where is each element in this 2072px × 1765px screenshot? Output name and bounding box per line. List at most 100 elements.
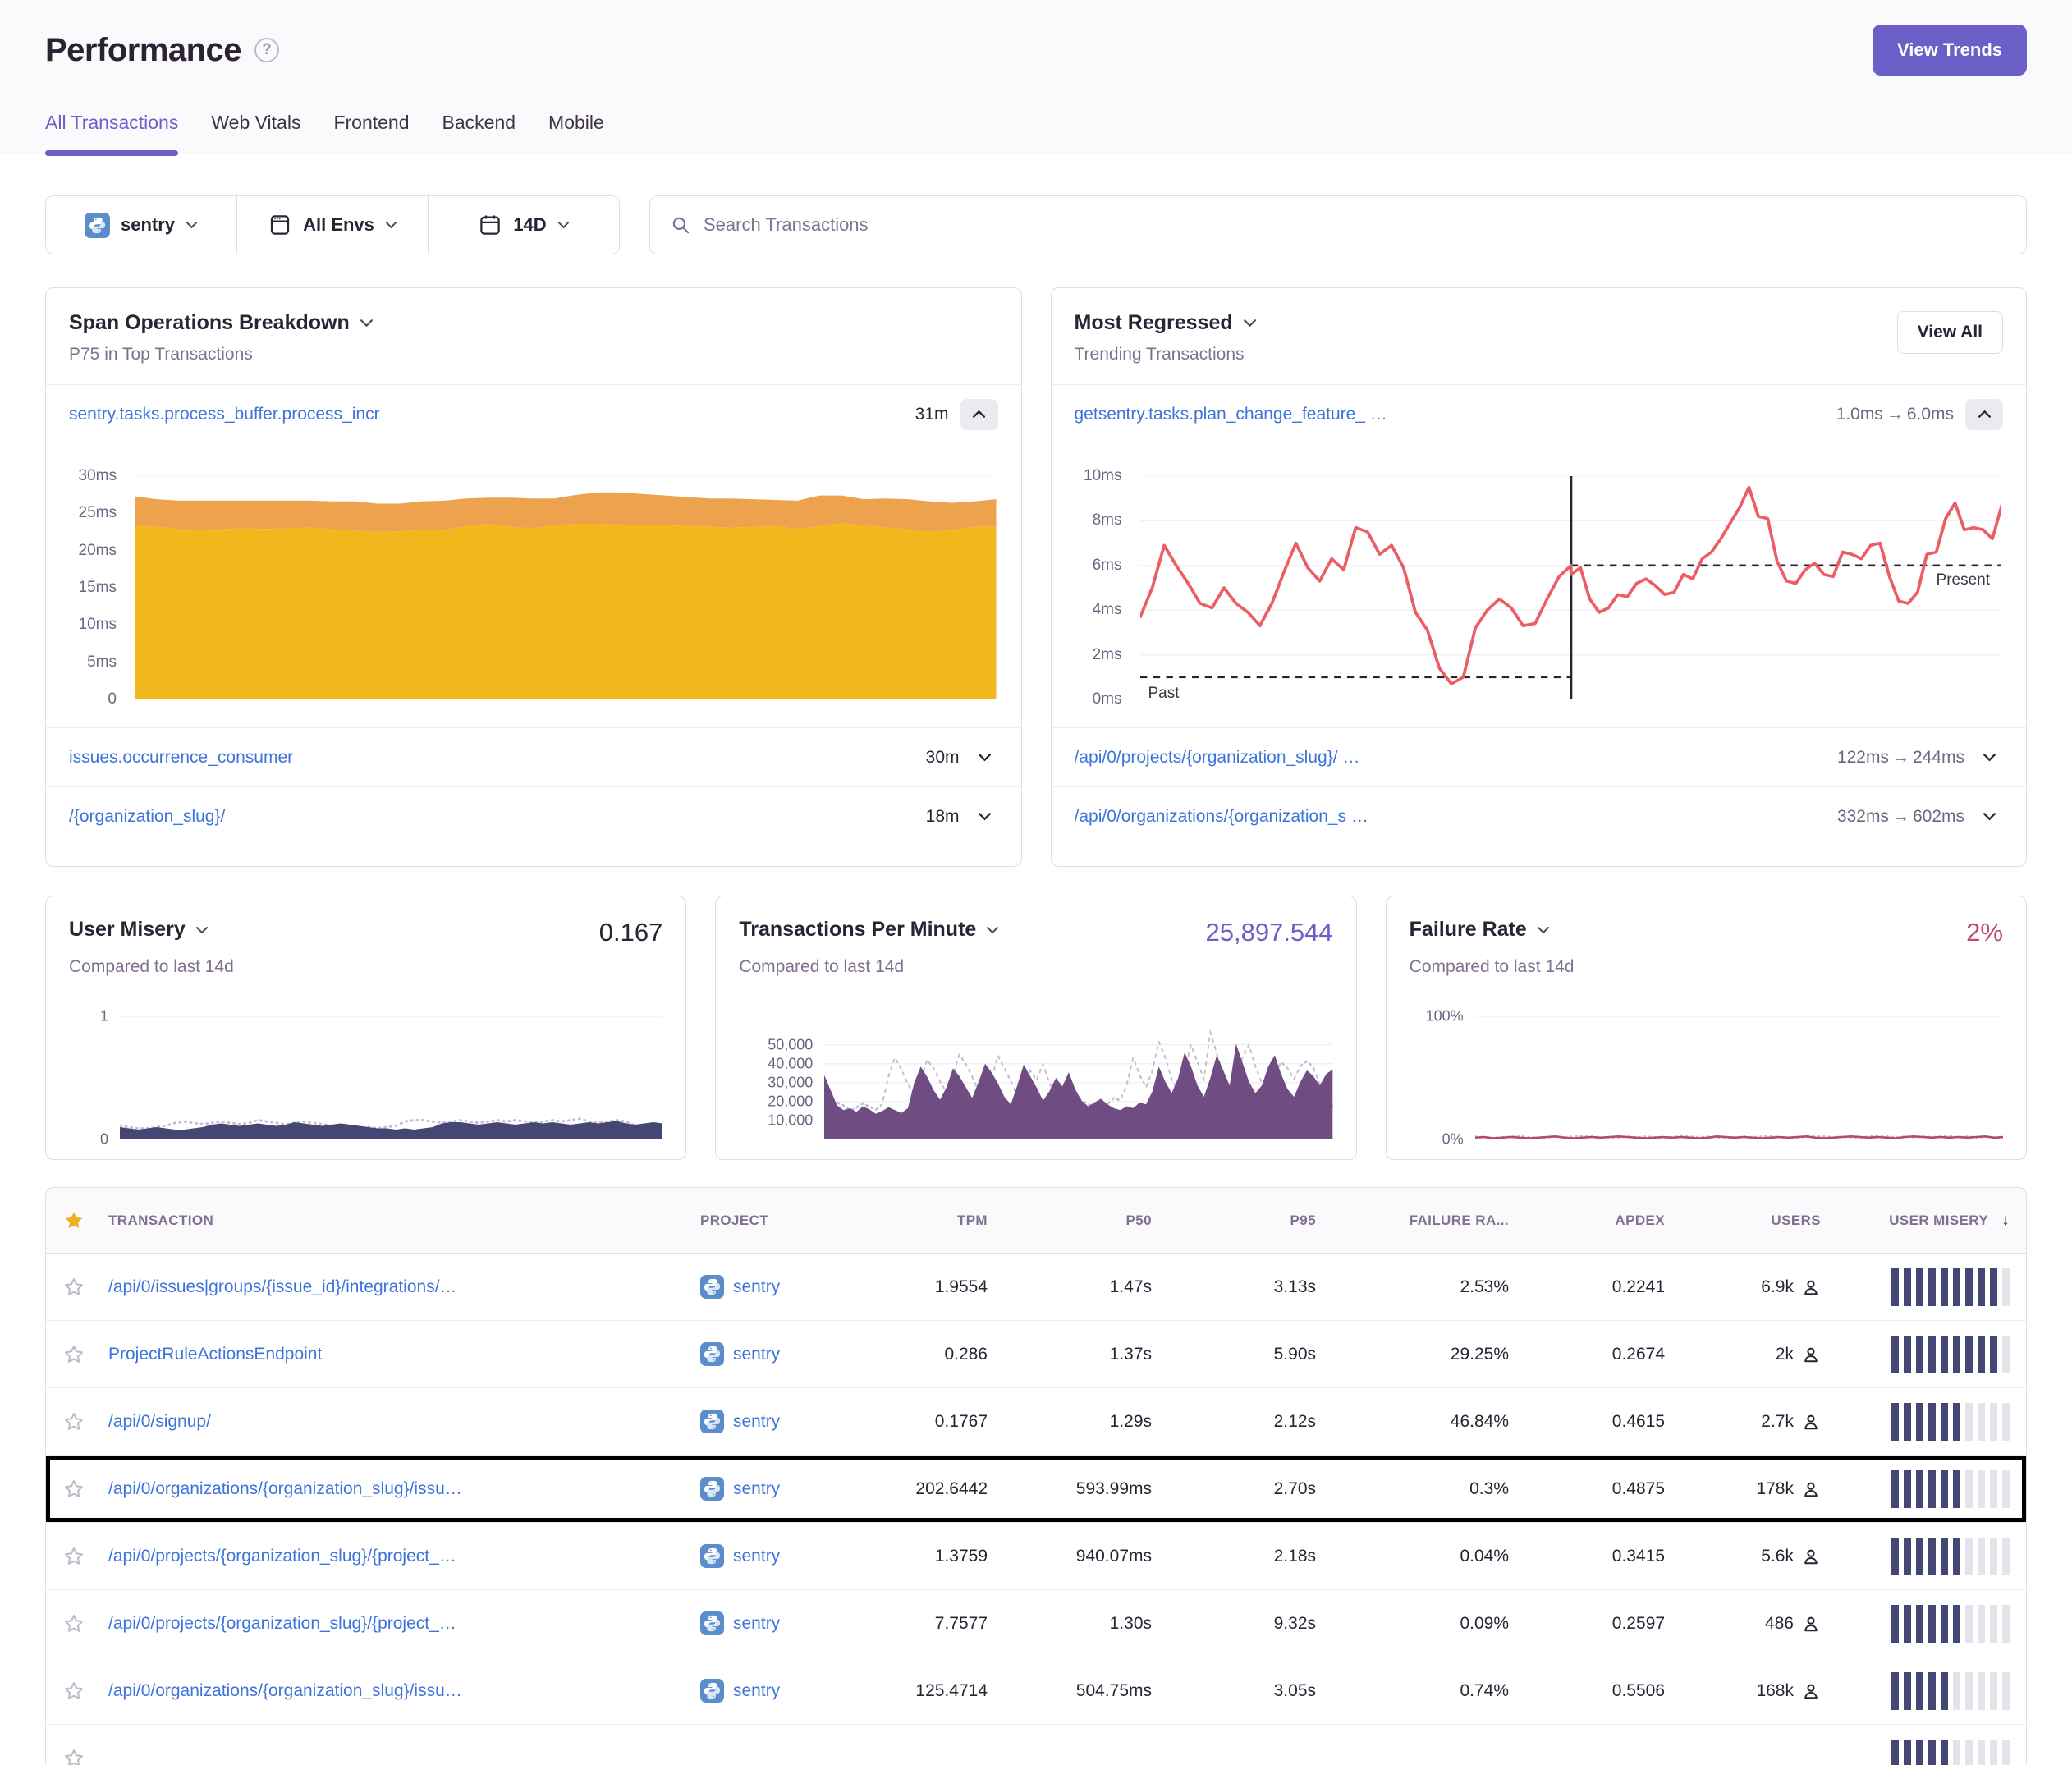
python-project-icon bbox=[700, 1679, 724, 1703]
table-header-row: Transaction Project TPM P50 P95 Failure … bbox=[46, 1188, 2026, 1254]
project-filter[interactable]: sentry bbox=[46, 196, 236, 254]
column-header-p50[interactable]: P50 bbox=[1125, 1212, 1152, 1228]
search-transactions-input[interactable] bbox=[704, 214, 2006, 236]
python-project-icon bbox=[700, 1275, 724, 1299]
tab-all-transactions[interactable]: All Transactions bbox=[45, 112, 179, 156]
tpm-cell: 0.286 bbox=[944, 1344, 988, 1364]
environment-filter[interactable]: All Envs bbox=[236, 196, 428, 254]
view-all-button[interactable]: View All bbox=[1896, 311, 2003, 354]
star-icon[interactable] bbox=[62, 1612, 85, 1635]
failure-rate-cell: 2.53% bbox=[1460, 1277, 1509, 1296]
star-icon[interactable] bbox=[62, 1478, 85, 1501]
tab-backend[interactable]: Backend bbox=[442, 112, 516, 133]
y-axis-tick: 10,000 bbox=[768, 1112, 814, 1129]
column-header-project[interactable]: Project bbox=[700, 1212, 769, 1228]
p50-cell: 1.47s bbox=[1109, 1277, 1152, 1296]
apdex-cell: 0.4615 bbox=[1611, 1411, 1665, 1431]
transaction-link[interactable]: /api/0/organizations/{organization_slug}… bbox=[108, 1680, 462, 1700]
user-misery-dropdown[interactable]: User Misery bbox=[69, 918, 209, 942]
p95-cell: 5.90s bbox=[1273, 1344, 1316, 1364]
collapse-chevron-up-button[interactable] bbox=[960, 398, 998, 430]
tpm-dropdown[interactable]: Transactions Per Minute bbox=[739, 918, 999, 942]
regressed-transaction-link[interactable]: /api/0/organizations/{organization_s … bbox=[1074, 806, 1368, 826]
table-row: /api/0/signup/sentry 0.1767 1.29s 2.12s 46.8… bbox=[46, 1388, 2026, 1456]
failure-rate-dropdown[interactable]: Failure Rate bbox=[1410, 918, 1550, 942]
apdex-cell: 0.3415 bbox=[1611, 1546, 1665, 1566]
transaction-link[interactable]: /api/0/issues|groups/{issue_id}/integrat… bbox=[108, 1277, 457, 1296]
favorites-star-icon[interactable] bbox=[62, 1209, 85, 1232]
star-icon[interactable] bbox=[62, 1410, 85, 1433]
y-axis-tick: 6ms bbox=[1092, 556, 1122, 574]
project-link[interactable]: sentry bbox=[733, 1546, 781, 1566]
column-header-tpm[interactable]: TPM bbox=[956, 1212, 988, 1228]
column-header-users[interactable]: Users bbox=[1771, 1212, 1821, 1228]
y-axis-tick: 50,000 bbox=[768, 1036, 814, 1053]
project-link[interactable]: sentry bbox=[733, 1277, 781, 1296]
regression-change: 1.0ms → 6.0ms bbox=[1836, 404, 1954, 424]
star-icon[interactable] bbox=[62, 1747, 85, 1765]
span-op-link[interactable]: issues.occurrence_consumer bbox=[69, 747, 294, 767]
view-trends-button[interactable]: View Trends bbox=[1873, 25, 2027, 76]
user-misery-card: User Misery 0.167 Compared to last 14d 1… bbox=[45, 896, 687, 1160]
expand-chevron-down-button[interactable] bbox=[971, 750, 998, 765]
transaction-link[interactable]: /api/0/projects/{organization_slug}/{pro… bbox=[108, 1546, 456, 1566]
chevron-down-icon bbox=[385, 222, 397, 229]
user-misery-bars bbox=[1891, 1335, 2010, 1373]
arrow-right-icon: → bbox=[1891, 806, 1909, 826]
project-link[interactable]: sentry bbox=[733, 1344, 781, 1364]
column-header-apdex[interactable]: Apdex bbox=[1615, 1212, 1665, 1228]
tab-frontend[interactable]: Frontend bbox=[333, 112, 410, 133]
star-icon[interactable] bbox=[62, 1680, 85, 1703]
span-op-link[interactable]: /{organization_slug}/ bbox=[69, 806, 226, 826]
project-link[interactable]: sentry bbox=[733, 1680, 781, 1700]
y-axis-tick: 40,000 bbox=[768, 1055, 814, 1072]
arrow-right-icon: → bbox=[1886, 404, 1904, 424]
column-header-failure-rate[interactable]: Failure Ra... bbox=[1409, 1212, 1509, 1228]
users-cell: 486 bbox=[1665, 1614, 1821, 1634]
expand-chevron-down-button[interactable] bbox=[1976, 750, 2003, 765]
star-icon[interactable] bbox=[62, 1276, 85, 1299]
expand-chevron-down-button[interactable] bbox=[1976, 809, 2003, 824]
date-range-filter[interactable]: 14D bbox=[428, 196, 619, 254]
chevron-down-icon bbox=[195, 926, 208, 933]
project-link[interactable]: sentry bbox=[733, 1411, 781, 1431]
y-axis-tick: 5ms bbox=[87, 653, 117, 671]
page-header: Performance ? View Trends All Transactio… bbox=[0, 0, 2072, 156]
tab-mobile[interactable]: Mobile bbox=[548, 112, 604, 133]
help-icon[interactable]: ? bbox=[254, 38, 280, 62]
most-regressed-dropdown[interactable]: Most Regressed bbox=[1075, 311, 1257, 335]
star-icon[interactable] bbox=[62, 1545, 85, 1568]
collapse-chevron-up-button[interactable] bbox=[1965, 398, 2003, 430]
transaction-link[interactable]: /api/0/signup/ bbox=[108, 1411, 211, 1431]
users-cell: 5.6k bbox=[1665, 1547, 1821, 1566]
python-project-icon bbox=[700, 1611, 724, 1635]
regressed-transaction-link[interactable]: /api/0/projects/{organization_slug}/ … bbox=[1074, 747, 1360, 767]
regressed-transaction-link[interactable]: getsentry.tasks.plan_change_feature_ … bbox=[1074, 404, 1387, 424]
column-header-p95[interactable]: P95 bbox=[1290, 1212, 1316, 1228]
star-icon[interactable] bbox=[62, 1343, 85, 1366]
transaction-link[interactable]: /api/0/projects/{organization_slug}/{pro… bbox=[108, 1613, 456, 1633]
transaction-link[interactable]: /api/0/organizations/{organization_slug}… bbox=[108, 1478, 462, 1498]
expand-chevron-down-button[interactable] bbox=[971, 809, 998, 824]
environment-icon bbox=[270, 215, 290, 235]
transaction-link[interactable]: ProjectRuleActionsEndpoint bbox=[108, 1344, 323, 1364]
project-link[interactable]: sentry bbox=[733, 1613, 781, 1633]
span-breakdown-chart-block: 30ms 25ms 20ms 15ms 10ms 5ms 0 bbox=[46, 443, 1021, 727]
p95-cell: 3.05s bbox=[1273, 1680, 1316, 1700]
span-op-link[interactable]: sentry.tasks.process_buffer.process_incr bbox=[69, 404, 380, 424]
tab-web-vitals[interactable]: Web Vitals bbox=[211, 112, 301, 133]
y-axis-tick: 10ms bbox=[78, 616, 117, 634]
column-header-user-misery[interactable]: User Misery ↓ bbox=[1889, 1211, 2010, 1229]
environment-filter-label: All Envs bbox=[303, 214, 374, 235]
failure-rate-cell: 0.3% bbox=[1469, 1478, 1509, 1498]
users-cell: 2k bbox=[1665, 1345, 1821, 1364]
span-op-row: sentry.tasks.process_buffer.process_incr… bbox=[46, 384, 1021, 443]
chevron-down-icon bbox=[557, 222, 569, 229]
span-operations-dropdown[interactable]: Span Operations Breakdown bbox=[69, 311, 374, 335]
column-header-transaction[interactable]: Transaction bbox=[108, 1212, 214, 1228]
y-axis-tick: 15ms bbox=[78, 579, 117, 596]
p50-cell: 593.99ms bbox=[1075, 1478, 1152, 1498]
project-link[interactable]: sentry bbox=[733, 1478, 781, 1498]
